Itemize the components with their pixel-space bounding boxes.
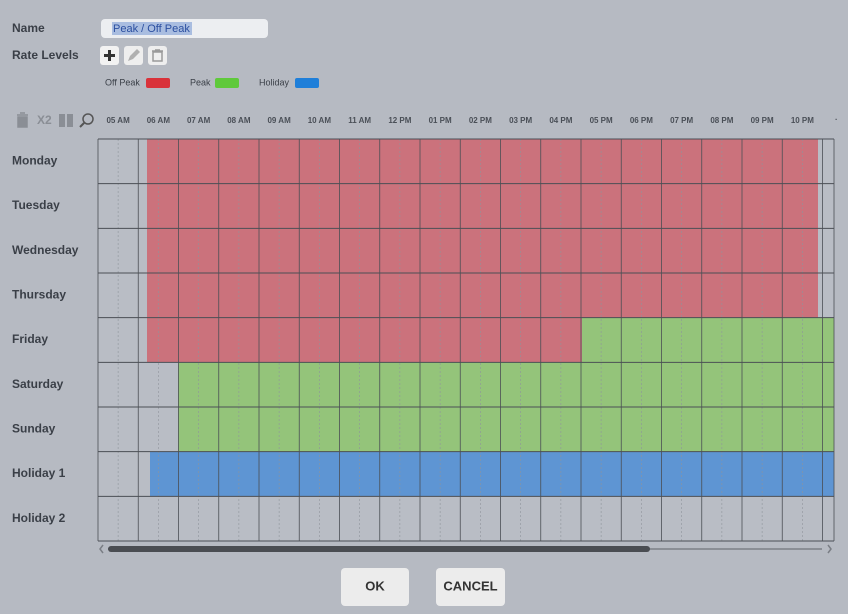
day-label: Friday — [12, 332, 48, 346]
time-label: 05 AM — [106, 116, 130, 125]
day-label: Thursday — [12, 288, 66, 302]
day-label: Sunday — [12, 422, 56, 436]
off-peak-bar — [147, 139, 818, 184]
time-label: 01 PM — [429, 116, 452, 125]
off-peak-bar — [147, 183, 818, 229]
time-label: 05 PM — [590, 116, 613, 125]
edit-button[interactable] — [124, 46, 143, 65]
peak-bar — [178, 362, 834, 407]
day-label: Holiday 2 — [12, 511, 66, 525]
legend-label: Off Peak — [105, 77, 140, 87]
time-label: 07 AM — [187, 116, 211, 125]
legend-label: Holiday — [259, 77, 290, 87]
peak-bar — [178, 407, 834, 452]
off-peak-bar — [147, 273, 818, 318]
time-label: 09 AM — [267, 116, 291, 125]
time-label: 04 PM — [549, 116, 572, 125]
book-icon[interactable] — [59, 114, 73, 127]
add-button[interactable] — [100, 46, 119, 65]
time-label: 08 AM — [227, 116, 251, 125]
day-label: Monday — [12, 154, 58, 168]
off-peak-bar — [147, 317, 582, 363]
off-peak-bar — [147, 228, 818, 273]
zoom-icon[interactable] — [79, 113, 94, 128]
ok-label: OK — [365, 578, 385, 593]
time-label: 08 PM — [710, 116, 733, 125]
legend-swatch — [146, 78, 170, 88]
time-label: 03 PM — [509, 116, 532, 125]
time-label: 11 AM — [348, 116, 371, 125]
cancel-button[interactable] — [436, 568, 505, 606]
rate-levels-label: Rate Levels — [12, 48, 79, 62]
day-label: Saturday — [12, 377, 64, 391]
time-label: 12 PM — [388, 116, 411, 125]
scrollbar[interactable] — [99, 544, 832, 554]
day-label: Holiday 1 — [12, 466, 66, 480]
legend-swatch — [215, 78, 239, 88]
legend-label: Peak — [190, 77, 211, 87]
cancel-label: CANCEL — [443, 578, 497, 593]
day-label: Tuesday — [12, 198, 60, 212]
time-label-partial: · — [835, 115, 838, 124]
time-label: 07 PM — [670, 116, 693, 125]
zoom-x2[interactable]: X2 — [37, 113, 52, 127]
name-value: Peak / Off Peak — [113, 23, 190, 35]
time-label: 10 AM — [308, 116, 332, 125]
time-label: 06 AM — [147, 116, 171, 125]
time-label: 02 PM — [469, 116, 492, 125]
text-selection — [112, 22, 192, 35]
name-label: Name — [12, 21, 45, 35]
peak-bar — [582, 317, 834, 363]
time-label: 10 PM — [791, 116, 814, 125]
legend-swatch — [295, 78, 319, 88]
trash-icon[interactable] — [17, 112, 28, 128]
time-label: 09 PM — [751, 116, 774, 125]
day-label: Wednesday — [12, 243, 79, 257]
ok-button[interactable] — [341, 568, 409, 606]
time-label: 06 PM — [630, 116, 653, 125]
holiday-bar — [150, 451, 834, 497]
delete-button[interactable] — [148, 46, 167, 65]
